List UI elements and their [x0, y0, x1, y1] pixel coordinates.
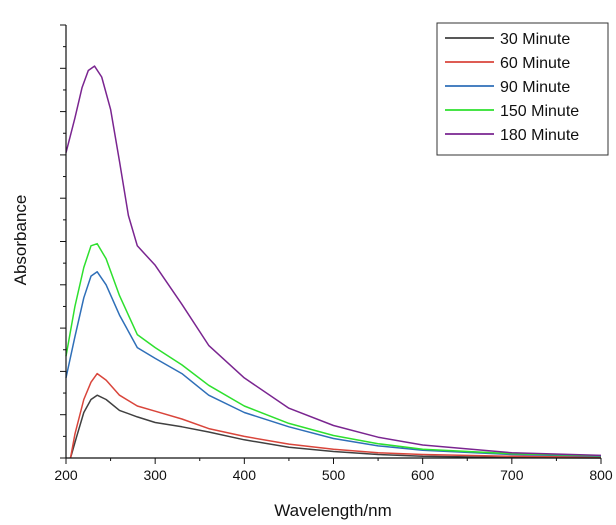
x-tick-label: 300 — [143, 467, 167, 483]
x-axis-title: Wavelength/nm — [274, 501, 391, 520]
legend-label: 60 Minute — [500, 55, 570, 72]
x-tick-label: 500 — [322, 467, 346, 483]
series-line-90-minute — [65, 271, 602, 458]
x-tick-label: 400 — [233, 467, 257, 483]
legend-box — [436, 22, 609, 156]
legend-label: 90 Minute — [500, 79, 570, 96]
series-line-180-minute — [65, 65, 602, 457]
y-axis-title: Absorbance — [11, 195, 30, 286]
x-tick-label: 600 — [411, 467, 435, 483]
series-layer — [65, 65, 602, 459]
series-line-150-minute — [65, 242, 602, 457]
series-line-60-minute — [69, 372, 602, 459]
x-tick-label: 200 — [54, 467, 78, 483]
legend-label: 30 Minute — [500, 31, 570, 48]
x-tick-label: 700 — [500, 467, 524, 483]
ticks-layer: 200 300 400 500 600 700 800 — [54, 24, 613, 483]
legend: 30 Minute 60 Minute 90 Minute 150 Minute 180… — [436, 22, 609, 156]
x-tick-label: 800 — [589, 467, 613, 483]
legend-label: 180 Minute — [500, 127, 579, 144]
series-line-30-minute — [69, 394, 602, 459]
legend-label: 150 Minute — [500, 103, 579, 120]
